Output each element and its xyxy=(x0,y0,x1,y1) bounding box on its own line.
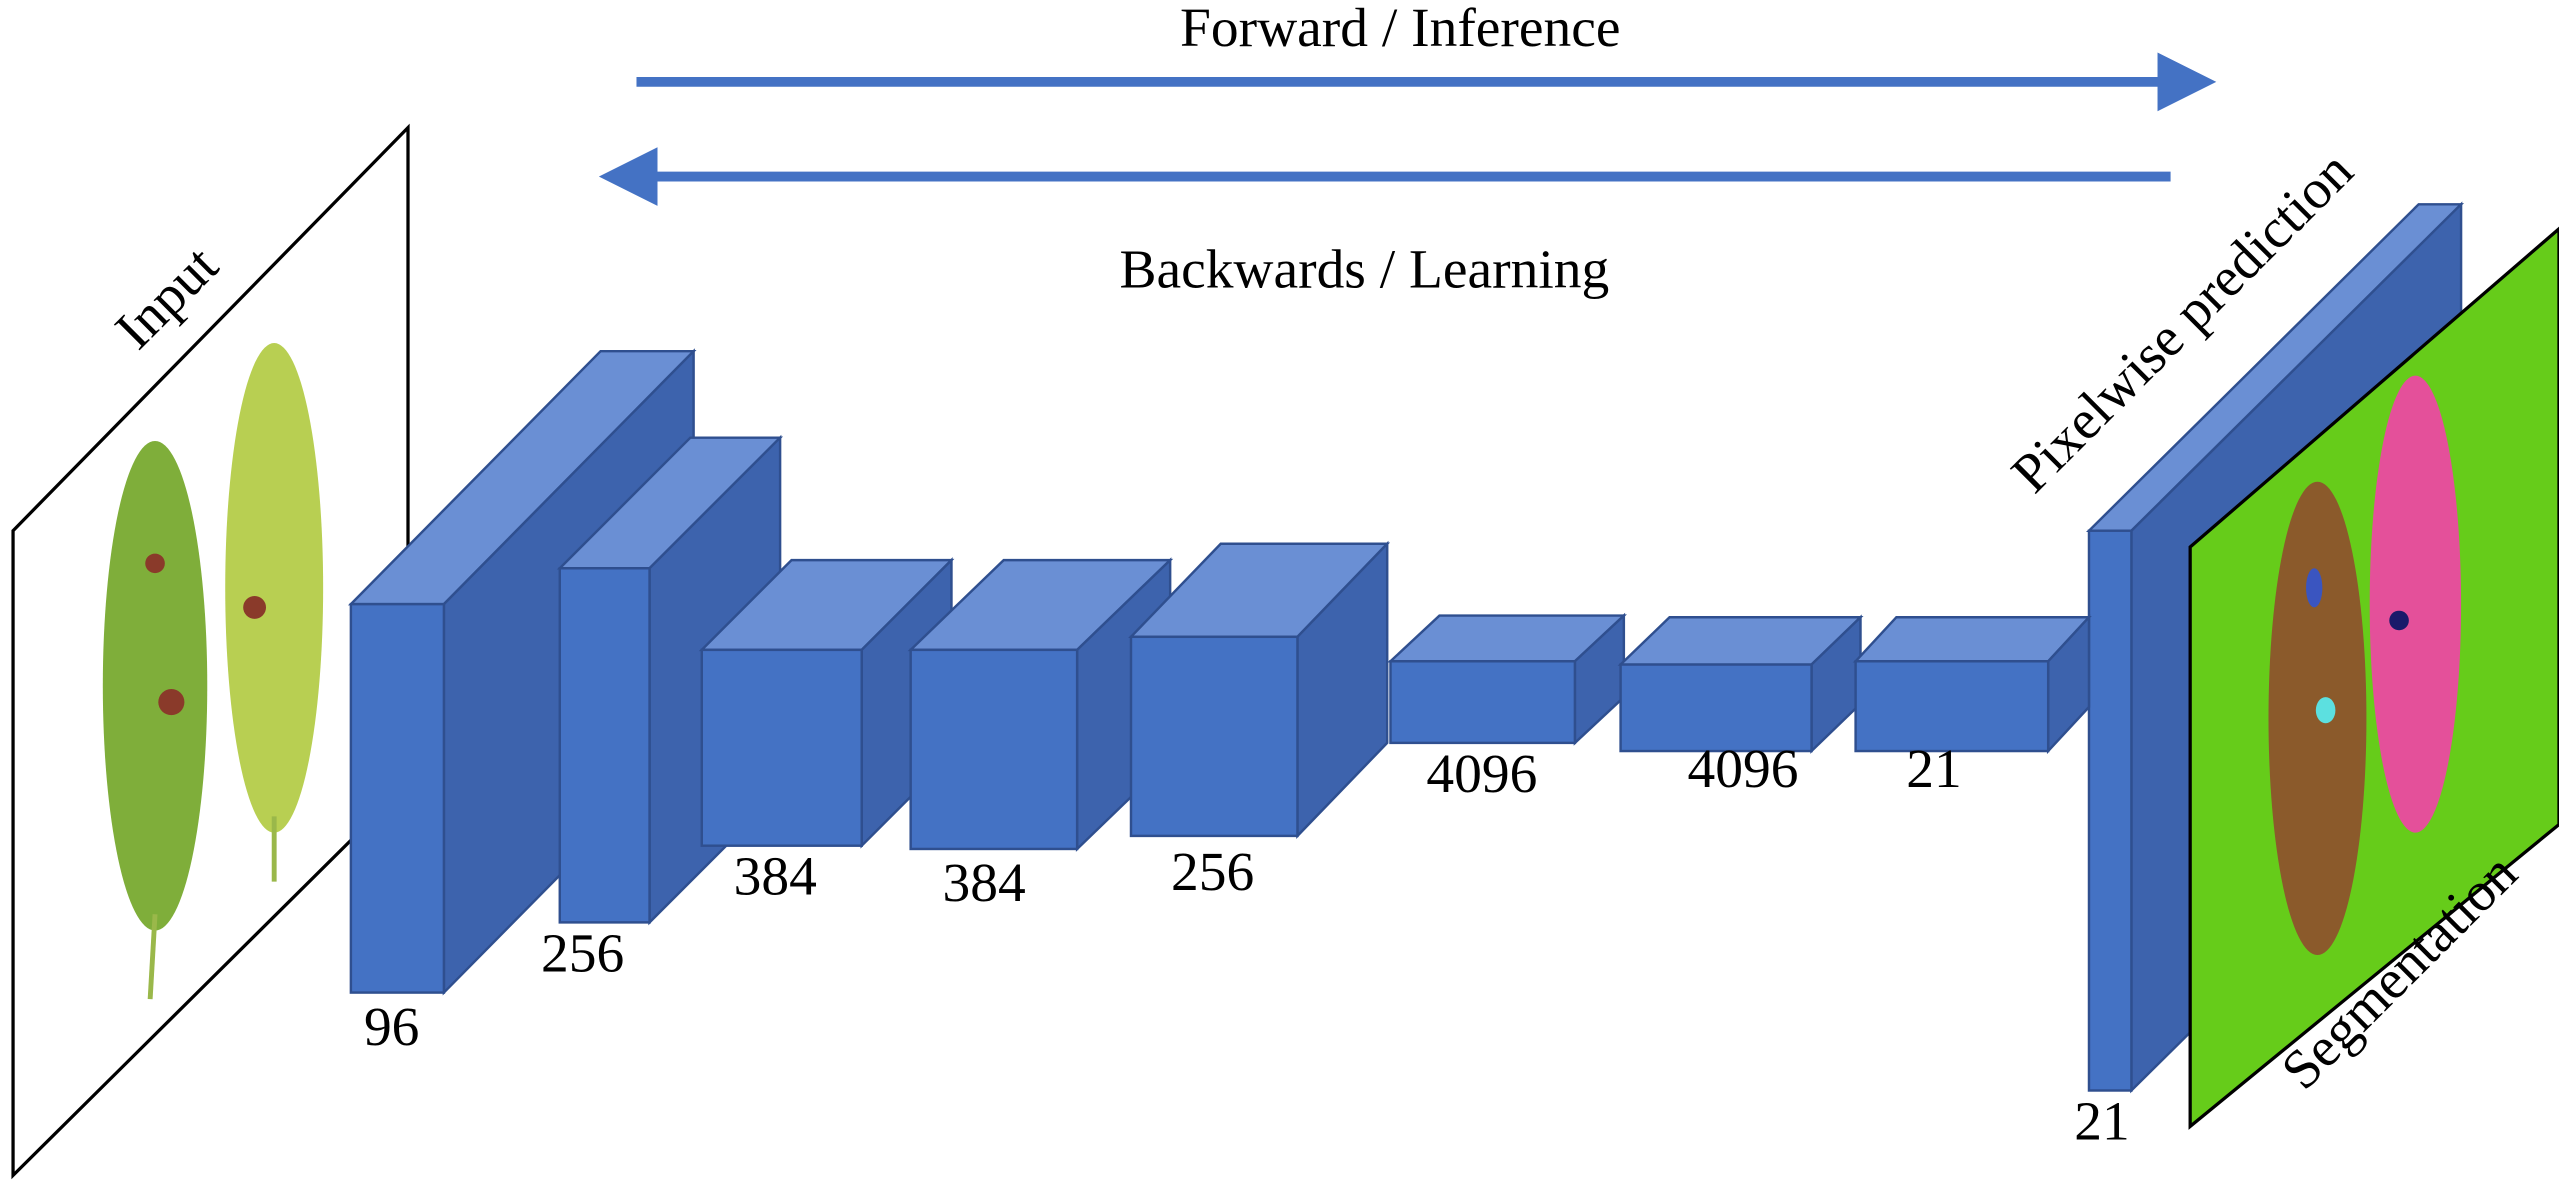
layer-front xyxy=(2087,529,2133,1092)
layer-label: 21 xyxy=(1906,739,1961,800)
input-leaves xyxy=(102,343,324,1000)
layer-label: 4096 xyxy=(1426,744,1537,805)
layer-label: 96 xyxy=(364,997,419,1058)
layer-front xyxy=(700,648,863,847)
forward-label: Forward / Inference xyxy=(1180,0,1620,59)
layer-label: 4096 xyxy=(1688,739,1799,800)
layer-front xyxy=(1619,663,1813,753)
layer-front xyxy=(558,567,651,924)
layer-label: 384 xyxy=(734,847,817,908)
layer-front xyxy=(1129,635,1299,838)
backward-label: Backwards / Learning xyxy=(1119,240,1609,301)
layer-label: 256 xyxy=(1171,842,1254,903)
layer-front xyxy=(1854,660,2050,753)
layer-label: 384 xyxy=(943,853,1026,914)
layer-label: 256 xyxy=(541,923,624,984)
layer-label: 21 xyxy=(2074,1091,2129,1152)
layer-front xyxy=(909,648,1079,851)
layer-front xyxy=(349,602,446,994)
layer-front xyxy=(1389,660,1577,745)
segmentation-leaves xyxy=(2268,375,2462,956)
